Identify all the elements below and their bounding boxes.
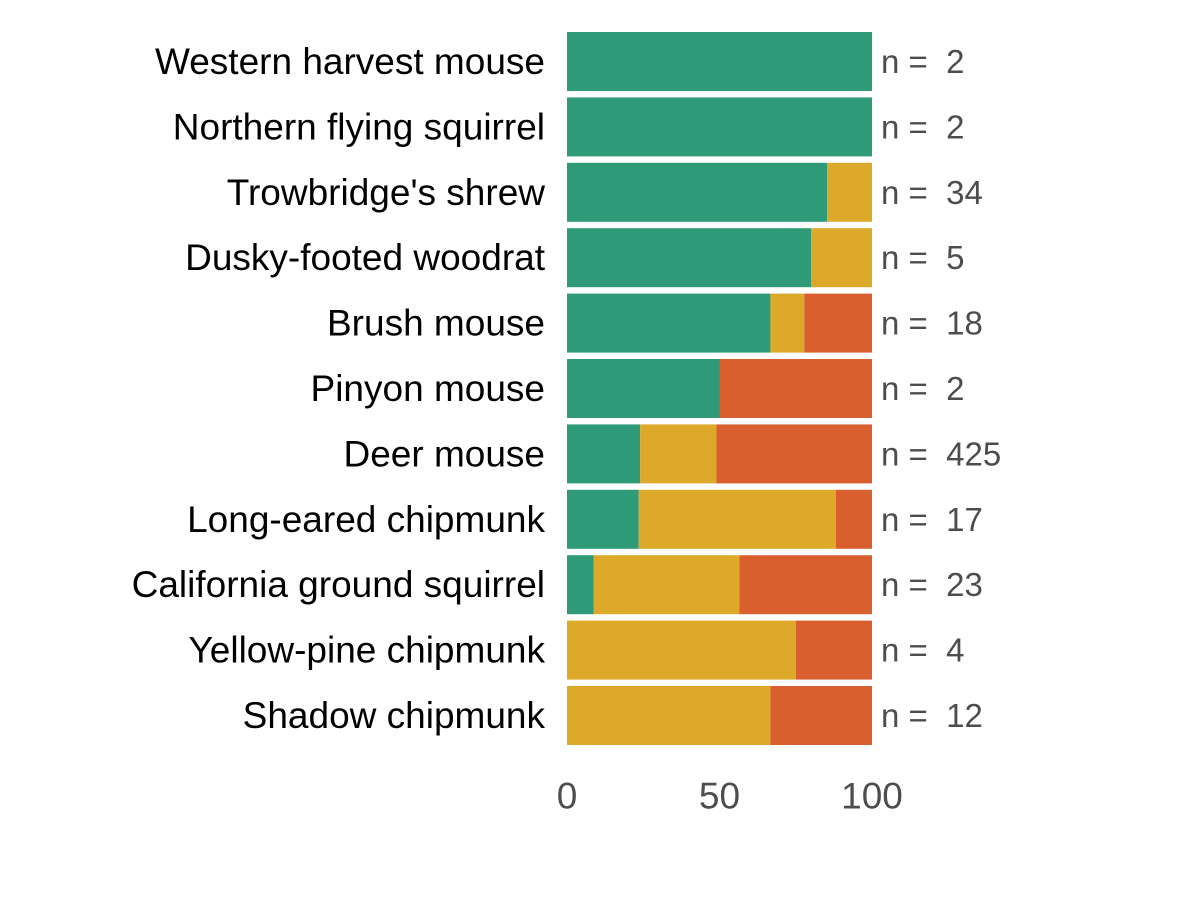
bar-segment: [638, 489, 837, 549]
bar-segment: [827, 162, 872, 222]
count-label: n = 17: [881, 501, 983, 538]
bar-segment: [770, 686, 872, 745]
category-label: Deer mouse: [343, 433, 545, 474]
bar-segment: [567, 424, 641, 484]
bar-segment: [804, 293, 872, 353]
x-axis-ticks: 0 50 100: [557, 776, 903, 817]
category-label: Pinyon mouse: [311, 368, 545, 409]
category-label: Dusky-footed woodrat: [185, 237, 546, 278]
bar-segment: [567, 97, 872, 157]
x-tick-label: 0: [557, 776, 578, 817]
bar-segment: [567, 620, 796, 680]
category-label: Shadow chipmunk: [243, 695, 546, 736]
count-label: n = 5: [881, 239, 964, 276]
bar-segment: [567, 555, 594, 615]
bar-segment: [836, 489, 872, 549]
x-tick-label: 100: [841, 776, 903, 817]
category-label: California ground squirrel: [132, 564, 545, 605]
bar-segment: [567, 162, 828, 222]
category-label: Trowbridge's shrew: [227, 172, 546, 213]
count-label: n = 23: [881, 566, 983, 603]
count-label: n = 2: [881, 370, 964, 407]
category-label: Brush mouse: [327, 303, 545, 344]
bar-segment: [795, 620, 872, 680]
count-label: n = 18: [881, 305, 983, 342]
bar-segment: [567, 359, 720, 418]
bar-segment: [640, 424, 717, 484]
x-tick-label: 50: [699, 776, 740, 817]
count-label: n = 2: [881, 43, 964, 80]
bar-segment: [719, 359, 872, 418]
count-label: n = 425: [881, 435, 1001, 472]
bar-segment: [811, 228, 872, 288]
count-label: n = 4: [881, 632, 964, 669]
category-label: Western harvest mouse: [155, 41, 545, 82]
bar-segment: [770, 293, 805, 353]
category-label: Yellow-pine chipmunk: [188, 630, 545, 671]
category-label: Long-eared chipmunk: [187, 499, 545, 540]
bar-segment: [567, 293, 771, 353]
bar-segment: [716, 424, 872, 484]
count-label: n = 12: [881, 697, 983, 734]
category-labels: Western harvest mouse Northern flying squ…: [132, 41, 546, 736]
bar-segment: [739, 555, 872, 615]
bar-segment: [567, 32, 872, 91]
bar-segment: [567, 489, 639, 549]
count-labels: n = 2 n = 2 n = 34 n = 5 n = 18 n = 2 n = 425 n…: [881, 43, 1001, 734]
bar-segment: [567, 228, 811, 288]
category-label: Northern flying squirrel: [173, 106, 545, 147]
bar-segment: [567, 686, 771, 745]
count-label: n = 2: [881, 108, 964, 145]
count-label: n = 34: [881, 174, 983, 211]
bar-segment: [593, 555, 740, 615]
bars-layer: [567, 32, 872, 745]
